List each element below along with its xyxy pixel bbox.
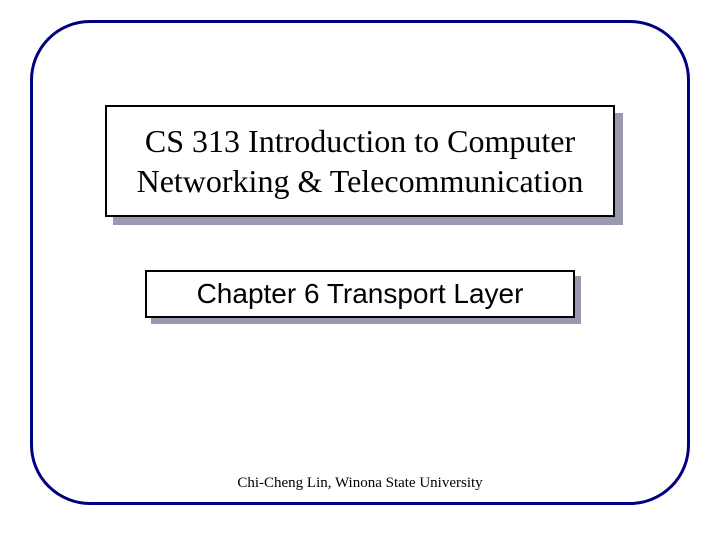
slide-footer: Chi-Cheng Lin, Winona State University	[0, 475, 720, 492]
title-box: CS 313 Introduction to Computer Networki…	[105, 105, 615, 217]
slide-title: CS 313 Introduction to Computer Networki…	[127, 121, 593, 201]
subtitle-box-container: Chapter 6 Transport Layer	[145, 270, 575, 318]
slide-frame	[30, 20, 690, 505]
subtitle-box: Chapter 6 Transport Layer	[145, 270, 575, 318]
slide-subtitle: Chapter 6 Transport Layer	[159, 278, 561, 310]
title-box-container: CS 313 Introduction to Computer Networki…	[105, 105, 615, 217]
